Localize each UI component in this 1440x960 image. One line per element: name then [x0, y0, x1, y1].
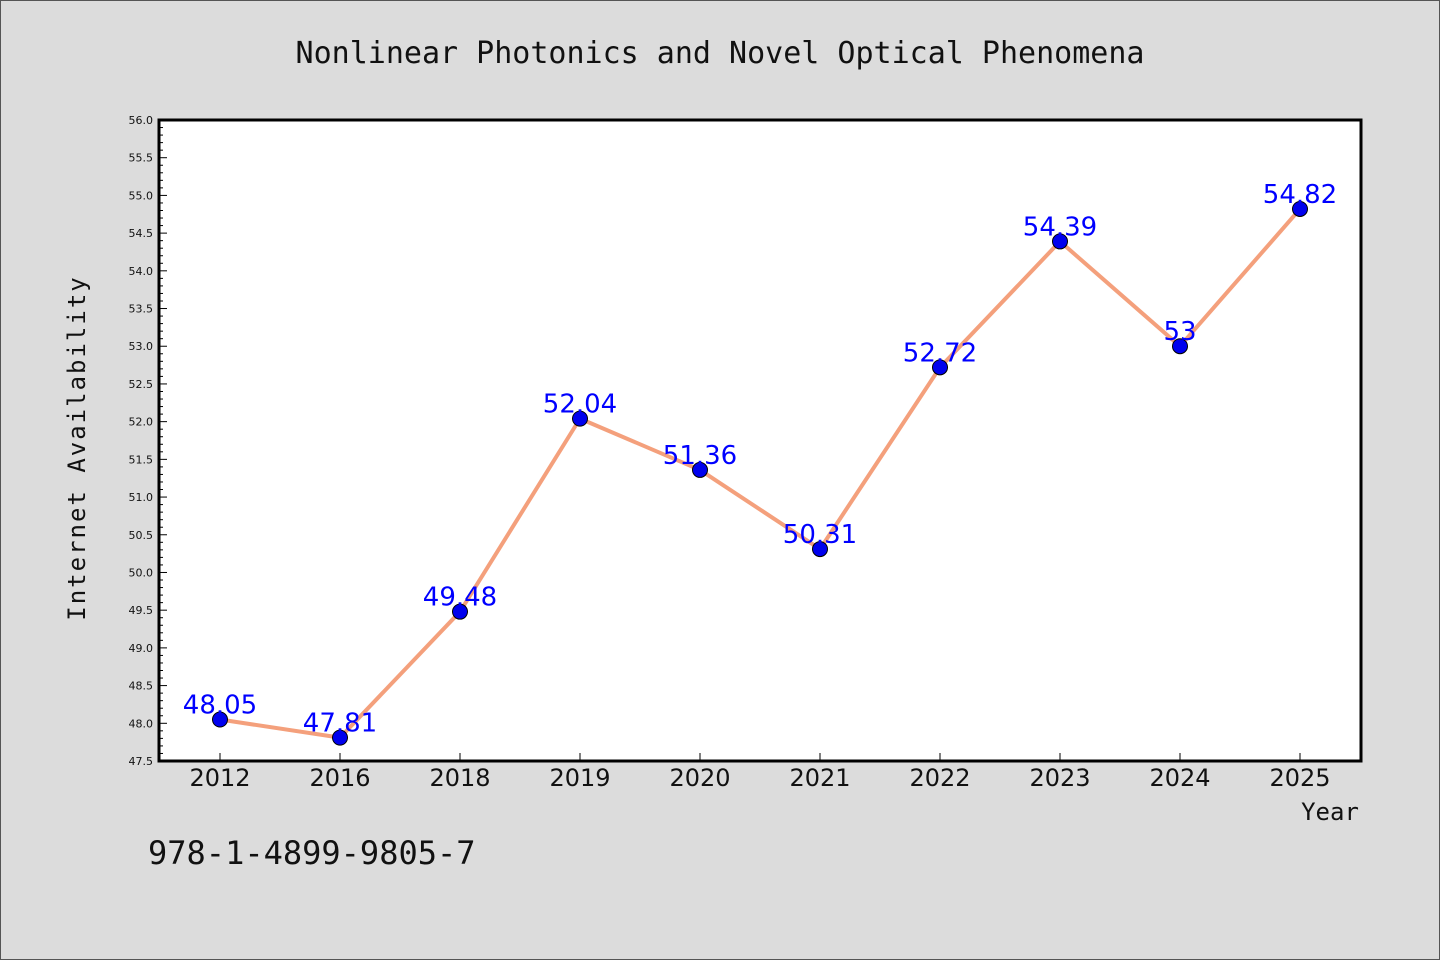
- y-tick-label: 53.5: [129, 303, 154, 316]
- series-line: [219, 207, 1302, 740]
- data-point: [1052, 233, 1068, 250]
- x-tick-label: 2018: [429, 764, 490, 792]
- data-label: 52.04: [543, 390, 617, 420]
- data-point: [572, 410, 588, 427]
- y-tick-label: 52.0: [129, 416, 154, 429]
- y-tick-label: 54.5: [129, 227, 154, 240]
- y-tick-label: 54.0: [129, 265, 154, 278]
- series-layer: 48.05 47.81 49.48 52.04 51.36 50.31 52.72 54.39…: [183, 180, 1337, 746]
- data-point: [1172, 338, 1188, 355]
- data-label: 54.39: [1023, 212, 1097, 242]
- data-point: [332, 729, 348, 746]
- data-point: [1292, 200, 1308, 217]
- data-label: 49.48: [423, 583, 497, 613]
- y-axis-label: Internet Availability: [63, 275, 91, 620]
- x-tick-label: 2019: [549, 764, 610, 792]
- x-tick-label: 2024: [1149, 764, 1210, 792]
- x-axis-label: Year: [1301, 798, 1359, 826]
- plot-area: [157, 118, 1363, 763]
- x-tick-label: 2012: [189, 764, 250, 792]
- y-tick-label: 48.0: [129, 717, 154, 730]
- data-label: 54.82: [1263, 180, 1337, 210]
- x-tick-label: 2021: [789, 764, 850, 792]
- y-tick-label: 49.0: [129, 642, 154, 655]
- data-label: 52.72: [903, 338, 977, 368]
- x-axis: 2012 2016 2018 2019 2020 2021 2022 2023 2024 2025: [189, 753, 1331, 792]
- data-label: 53: [1163, 317, 1196, 347]
- data-point: [212, 711, 228, 728]
- y-tick-label: 55.5: [129, 152, 154, 165]
- y-tick-label: 50.5: [129, 529, 154, 542]
- y-tick-label: 55.0: [129, 189, 154, 202]
- data-label: 51.36: [663, 441, 737, 471]
- y-tick-label: 51.5: [129, 453, 154, 466]
- y-axis: 47.5 48.0 48.5 49.0 49.5 50.0 50.5 51.0 51.5 52.0…: [129, 114, 167, 768]
- data-label: 50.31: [783, 520, 857, 550]
- y-tick-label: 47.5: [129, 755, 154, 768]
- chart-title: Nonlinear Photonics and Novel Optical Ph…: [296, 36, 1145, 71]
- x-tick-label: 2023: [1029, 764, 1090, 792]
- y-tick-label: 56.0: [129, 114, 154, 127]
- data-point: [812, 541, 828, 558]
- data-label: 47.81: [303, 709, 377, 739]
- y-tick-label: 52.5: [129, 378, 154, 391]
- data-point: [452, 603, 468, 620]
- isbn-text: 978-1-4899-9805-7: [148, 834, 476, 872]
- data-point: [692, 461, 708, 478]
- x-tick-label: 2020: [669, 764, 730, 792]
- data-label: 48.05: [183, 691, 257, 721]
- x-tick-label: 2016: [309, 764, 370, 792]
- y-tick-label: 48.5: [129, 680, 154, 693]
- x-tick-label: 2025: [1269, 764, 1330, 792]
- y-tick-label: 50.0: [129, 566, 154, 579]
- x-tick-label: 2022: [909, 764, 970, 792]
- y-tick-label: 53.0: [129, 340, 154, 353]
- y-tick-label: 51.0: [129, 491, 154, 504]
- y-tick-label: 49.5: [129, 604, 154, 617]
- data-point: [932, 359, 948, 376]
